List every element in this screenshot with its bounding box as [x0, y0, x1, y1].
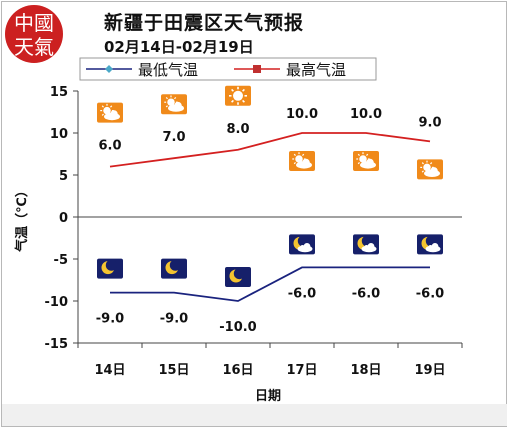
legend-high-marker — [253, 65, 261, 73]
high-value-label: 6.0 — [98, 139, 121, 154]
x-tick-label: 14日 — [94, 363, 125, 378]
x-tick-label: 17日 — [286, 363, 317, 378]
partly-cloudy-night-icon — [353, 234, 379, 255]
low-temp-line — [110, 266, 430, 302]
x-axis-title: 日期 — [255, 389, 281, 404]
legend-high-label: 最高气温 — [286, 61, 346, 79]
chart-title: 新疆于田震区天气预报 — [104, 12, 305, 34]
bottom-band — [2, 404, 507, 426]
legend-low-marker — [105, 65, 113, 73]
x-tick-label: 19日 — [414, 363, 445, 378]
high-temp-line — [109, 132, 431, 168]
logo-char-4: 氣 — [34, 35, 54, 59]
high-value-label: 10.0 — [286, 107, 318, 122]
x-tick-label: 18日 — [350, 363, 381, 378]
low-value-label: -6.0 — [416, 286, 444, 301]
y-tick-label: 5 — [59, 169, 68, 184]
high-value-label: 9.0 — [418, 115, 441, 130]
low-value-label: -6.0 — [288, 286, 316, 301]
logo-char-1: 中 — [14, 11, 34, 35]
high-value-label: 7.0 — [162, 130, 185, 145]
partly-cloudy-night-icon — [289, 234, 315, 255]
high-value-label: 8.0 — [226, 122, 249, 137]
y-tick-label: 10 — [50, 127, 68, 142]
clear-night-icon — [97, 258, 123, 279]
partly-cloudy-night-icon — [417, 234, 443, 255]
y-tick-label: -15 — [45, 337, 69, 352]
weather-logo: 中國 天氣 — [5, 5, 63, 63]
partly-cloudy-day-icon — [97, 102, 123, 123]
clear-night-icon — [161, 258, 187, 279]
y-tick-label: -5 — [54, 253, 68, 268]
chart-subtitle: 02月14日-02月19日 — [104, 38, 254, 56]
low-value-label: -9.0 — [160, 312, 188, 327]
partly-cloudy-day-icon — [161, 94, 187, 115]
low-value-label: -9.0 — [96, 312, 124, 327]
partly-cloudy-day-icon — [417, 159, 443, 180]
low-value-label: -6.0 — [352, 286, 380, 301]
clear-night-icon — [225, 267, 251, 287]
high-value-label: 10.0 — [350, 107, 382, 122]
legend-box — [79, 57, 377, 81]
y-tick-label: 0 — [59, 211, 68, 226]
legend-low-label: 最低气温 — [138, 61, 198, 79]
y-axis-title: 气温（℃） — [14, 184, 30, 252]
low-value-label: -10.0 — [219, 320, 256, 335]
y-tick-label: -10 — [45, 295, 69, 310]
sunny-icon — [225, 85, 251, 106]
y-tick-label: 15 — [50, 85, 68, 100]
partly-cloudy-day-icon — [289, 151, 315, 171]
x-tick-label: 15日 — [158, 363, 189, 378]
logo-char-2: 國 — [34, 11, 54, 35]
svg-text:中國: 中國 — [14, 11, 54, 35]
x-tick-label: 16日 — [222, 363, 253, 378]
partly-cloudy-day-icon — [353, 151, 379, 171]
logo-char-3: 天 — [14, 35, 34, 59]
svg-text:天氣: 天氣 — [14, 35, 54, 59]
